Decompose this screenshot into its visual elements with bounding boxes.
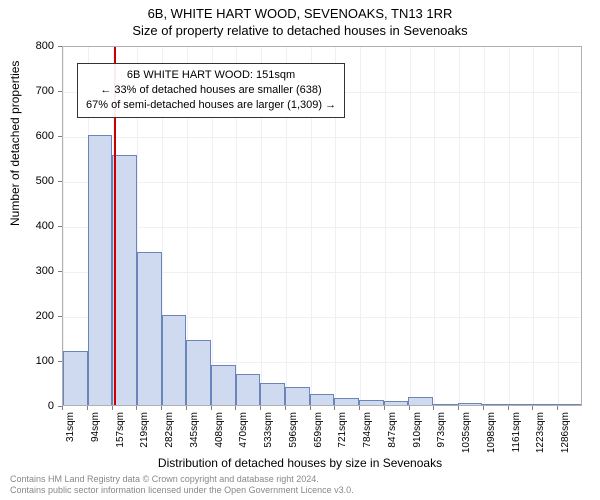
x-tick-label: 910sqm <box>412 412 423 448</box>
y-tick-label: 800 <box>4 40 54 52</box>
x-tick-label: 1223sqm <box>535 412 546 453</box>
y-tick-label: 0 <box>4 400 54 412</box>
x-tick-label: 345sqm <box>189 412 200 448</box>
bar <box>482 404 507 405</box>
bar <box>507 404 532 405</box>
x-tick-label: 596sqm <box>288 412 299 448</box>
footer-attribution: Contains HM Land Registry data © Crown c… <box>10 474 354 496</box>
y-tick-label: 200 <box>4 310 54 322</box>
x-tick-label: 973sqm <box>436 412 447 448</box>
annotation-box: 6B WHITE HART WOOD: 151sqm ← 33% of deta… <box>77 63 345 118</box>
x-tick-label: 847sqm <box>387 412 398 448</box>
chart-container: 6B, WHITE HART WOOD, SEVENOAKS, TN13 1RR… <box>0 0 600 500</box>
y-tick-label: 500 <box>4 175 54 187</box>
bar <box>433 404 458 405</box>
annotation-line-1: 6B WHITE HART WOOD: 151sqm <box>86 68 336 83</box>
x-tick-label: 721sqm <box>337 412 348 448</box>
x-axis-label: Distribution of detached houses by size … <box>0 456 600 470</box>
x-tick-label: 219sqm <box>139 412 150 448</box>
bar <box>112 155 137 405</box>
bar <box>137 252 162 405</box>
footer-line-2: Contains public sector information licen… <box>10 485 354 496</box>
chart-title-main: 6B, WHITE HART WOOD, SEVENOAKS, TN13 1RR <box>0 0 600 21</box>
annotation-line-2: ← 33% of detached houses are smaller (63… <box>86 83 336 98</box>
bar <box>211 365 236 406</box>
bar <box>88 135 113 405</box>
x-tick-label: 1161sqm <box>511 412 522 452</box>
bar <box>556 404 581 405</box>
bar <box>408 397 433 405</box>
y-tick-label: 100 <box>4 355 54 367</box>
bar <box>236 374 261 406</box>
y-axis-ticks: 0100200300400500600700800 <box>0 46 58 406</box>
x-axis-ticks: 31sqm 94sqm 157sqm 219sqm 282sqm 345sqm 408sqm… <box>62 406 582 456</box>
x-tick-label: 470sqm <box>238 412 249 448</box>
bar <box>334 398 359 405</box>
x-tick-label: 784sqm <box>362 412 373 448</box>
bar <box>63 351 88 405</box>
annotation-line-3: 67% of semi-detached houses are larger (… <box>86 98 336 113</box>
bar <box>384 401 409 405</box>
footer-line-1: Contains HM Land Registry data © Crown c… <box>10 474 354 485</box>
bar <box>162 315 187 405</box>
y-tick-label: 700 <box>4 85 54 97</box>
bar <box>359 400 384 405</box>
x-tick-label: 533sqm <box>263 412 274 448</box>
x-tick-label: 31sqm <box>65 412 76 442</box>
chart-title-sub: Size of property relative to detached ho… <box>0 21 600 38</box>
bar <box>458 403 483 405</box>
x-tick-label: 282sqm <box>164 412 175 448</box>
y-tick-label: 600 <box>4 130 54 142</box>
x-tick-label: 1098sqm <box>486 412 497 453</box>
x-tick-label: 1035sqm <box>461 412 472 453</box>
y-tick-label: 400 <box>4 220 54 232</box>
x-tick-label: 157sqm <box>115 412 126 448</box>
bar <box>186 340 211 405</box>
x-tick-label: 94sqm <box>90 412 101 442</box>
x-tick-label: 1286sqm <box>560 412 571 453</box>
y-tick-label: 300 <box>4 265 54 277</box>
bar <box>532 404 557 405</box>
bar <box>285 387 310 405</box>
x-tick-label: 659sqm <box>313 412 324 448</box>
x-tick-label: 408sqm <box>214 412 225 448</box>
bar <box>260 383 285 406</box>
plot-area: 6B WHITE HART WOOD: 151sqm ← 33% of deta… <box>62 46 582 406</box>
bar <box>310 394 335 405</box>
